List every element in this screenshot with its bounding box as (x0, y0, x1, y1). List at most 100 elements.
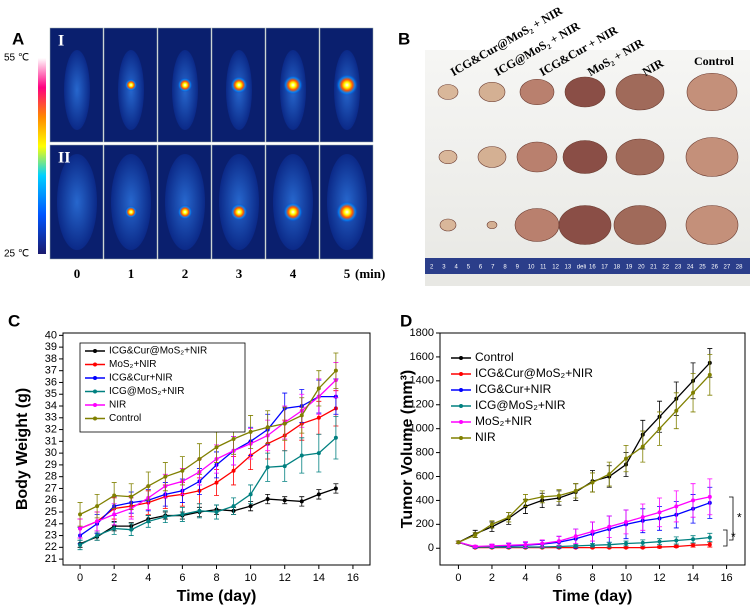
data-point (691, 537, 696, 542)
tumor (514, 208, 560, 242)
ruler-label: 3 (442, 265, 446, 271)
x-tick-label: 2 (111, 572, 117, 584)
y-tick-label: 33 (45, 412, 57, 424)
y-tick-label: 28 (45, 471, 57, 483)
y-axis-title: Tumor Volume (mm³) (399, 370, 416, 529)
data-point (573, 534, 578, 539)
series-line (79, 379, 337, 530)
ruler-label: 6 (479, 265, 483, 271)
hot-spot (230, 203, 248, 221)
data-point (523, 542, 528, 547)
data-point (674, 504, 679, 509)
data-point (180, 468, 185, 473)
hot-spot (283, 75, 303, 95)
legend-label: ICG&Cur+NIR (109, 373, 173, 384)
legend-label: NIR (109, 400, 126, 411)
y-tick-label: 34 (45, 400, 57, 412)
legend-marker (93, 362, 97, 367)
ruler-label: 16 (589, 265, 596, 271)
series-line (79, 370, 337, 515)
data-point (197, 457, 202, 462)
panel-label: D (400, 311, 412, 330)
data-point (506, 543, 511, 548)
ruler-label: 21 (650, 265, 657, 271)
data-point (540, 494, 545, 499)
data-point (299, 453, 304, 458)
significance-label: * (731, 530, 736, 544)
y-tick-label: 29 (45, 459, 57, 471)
data-point (573, 543, 578, 548)
ruler-label: 18 (613, 265, 620, 271)
ruler-label: 23 (675, 265, 682, 271)
data-point (523, 498, 528, 503)
ruler-label: 2 (430, 265, 434, 271)
tumor (486, 220, 498, 230)
ruler-label: 28 (736, 265, 743, 271)
tumor (685, 137, 739, 177)
data-point (691, 543, 696, 548)
legend-label: NIR (475, 430, 496, 444)
data-point (540, 541, 545, 546)
mouse (111, 154, 151, 250)
data-point (624, 541, 629, 546)
tumor (615, 73, 665, 111)
data-point (316, 492, 321, 497)
hot-spot (177, 77, 193, 93)
legend-frame (79, 342, 246, 433)
data-point (707, 535, 712, 540)
data-point (282, 421, 287, 426)
x-tick-label: 4 (522, 572, 528, 584)
data-point (146, 484, 151, 489)
mouse (64, 50, 90, 130)
x-tick-label: 16 (347, 572, 359, 584)
x-tick-label: 14 (313, 572, 325, 584)
significance-bracket (729, 496, 734, 541)
legend-label: ICG&Cur+NIR (475, 382, 552, 396)
legend-marker (93, 376, 97, 380)
data-point (197, 508, 202, 513)
y-tick-label: 1200 (410, 399, 434, 411)
legend-marker (93, 403, 97, 407)
ruler-label: 27 (724, 265, 731, 271)
x-tick-label: 14 (687, 572, 699, 584)
data-point (657, 539, 662, 544)
data-point (573, 488, 578, 493)
y-tick-label: 40 (45, 329, 57, 341)
data-point (506, 515, 511, 520)
data-point (333, 486, 338, 491)
data-point (473, 533, 478, 538)
ruler-label: deli (577, 265, 586, 271)
series-line (458, 536, 710, 548)
legend-label: Control (109, 413, 141, 424)
data-point (112, 493, 117, 498)
x-axis-title: Time (day) (553, 588, 633, 605)
data-point (78, 542, 83, 547)
legend-marker (459, 436, 463, 440)
data-point (129, 527, 134, 532)
data-point (590, 543, 595, 548)
data-point (214, 510, 219, 515)
y-tick-label: 35 (45, 388, 57, 400)
x-tick-label: 6 (179, 572, 185, 584)
mouse (165, 154, 205, 250)
ruler-label: 5 (467, 265, 471, 271)
data-point (214, 480, 219, 485)
y-tick-label: 30 (45, 447, 57, 459)
ruler-label: 12 (552, 265, 559, 271)
y-tick-label: 1800 (410, 327, 434, 339)
data-point (248, 429, 253, 434)
data-point (640, 545, 645, 550)
series-line (79, 407, 337, 530)
data-point (299, 499, 304, 504)
ruler-label: 25 (699, 265, 706, 271)
data-point (231, 468, 236, 473)
data-point (657, 426, 662, 431)
legend-marker (459, 388, 463, 392)
hot-spot (283, 202, 303, 222)
time-unit: (min) (355, 266, 385, 281)
y-tick-label: 21 (45, 553, 57, 565)
y-tick-label: 600 (416, 470, 434, 482)
panel-label: C (8, 311, 20, 330)
data-point (674, 544, 679, 549)
